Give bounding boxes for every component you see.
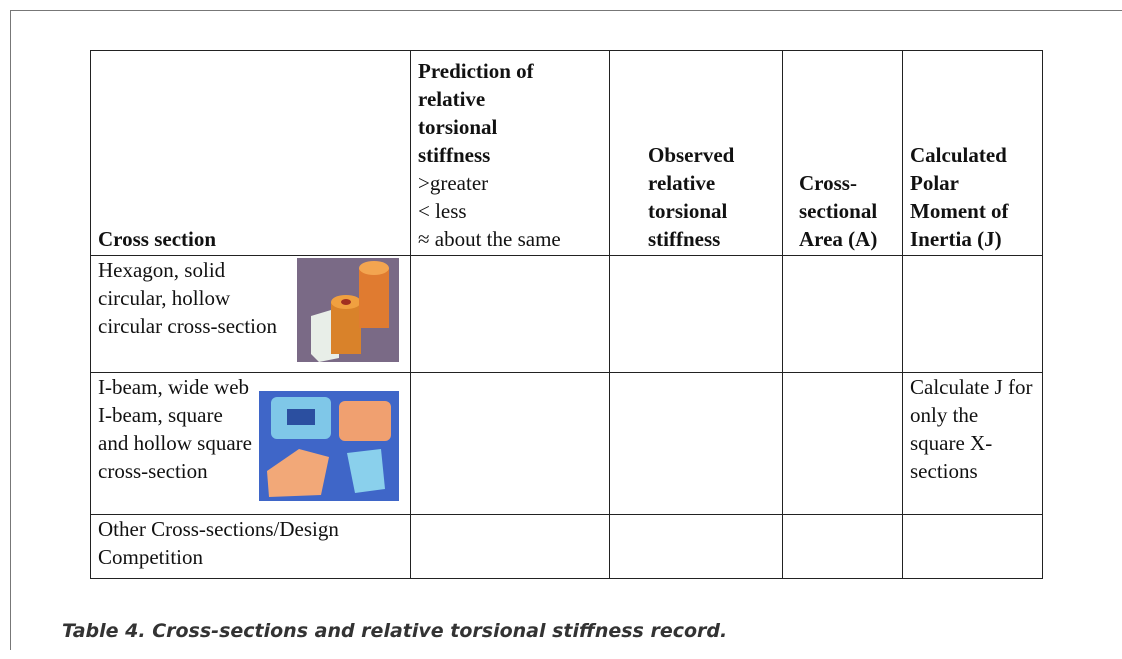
cell: Other Cross-sections/Design Competition xyxy=(90,514,411,579)
cell: Calculate J for only the square X-sectio… xyxy=(902,372,1043,515)
row: I-beam, wide web I-beam, square and holl… xyxy=(90,372,1043,515)
cell-text: I-beam, wide web I-beam, square and holl… xyxy=(98,375,252,483)
cell: I-beam, wide web I-beam, square and holl… xyxy=(90,372,411,515)
photo xyxy=(297,258,399,362)
cell xyxy=(609,372,783,515)
cell xyxy=(609,514,783,579)
frame-border xyxy=(10,10,11,650)
stiffness-table: Cross section Prediction of relative tor… xyxy=(90,50,1043,579)
cell-text: Calculate J for only the square X-sectio… xyxy=(910,375,1033,483)
header-cell: Cross-sectional Area (A) xyxy=(782,50,903,256)
cell-text: Hexagon, solid circular, hollow circular… xyxy=(98,258,278,338)
cell xyxy=(782,514,903,579)
cell-text: Other Cross-sections/Design Competition xyxy=(98,517,339,569)
frame-border xyxy=(10,10,1122,11)
header-text: Cross-sectional Area (A) xyxy=(799,171,878,251)
key-text: ≈ about the same xyxy=(418,227,561,251)
cell xyxy=(782,255,903,373)
cell xyxy=(410,514,610,579)
header-cell: Calculated Polar Moment of Inertia (J) xyxy=(902,50,1043,256)
cell xyxy=(609,255,783,373)
header-text: Prediction of relative torsional stiffne… xyxy=(418,59,534,167)
header-text: Cross section xyxy=(98,227,217,251)
header-cell: Cross section xyxy=(90,50,411,256)
cell xyxy=(410,372,610,515)
cell xyxy=(902,514,1043,579)
cell xyxy=(410,255,610,373)
row: Hexagon, solid circular, hollow circular… xyxy=(90,255,1043,373)
header-text: Observed relative torsional stiffness xyxy=(648,143,735,251)
key-text: >greater xyxy=(418,171,489,195)
header-text: Calculated Polar Moment of Inertia (J) xyxy=(910,143,1009,251)
key-text: < less xyxy=(418,199,467,223)
cell xyxy=(902,255,1043,373)
header-cell: Observed relative torsional stiffness xyxy=(609,50,783,256)
cell: Hexagon, solid circular, hollow circular… xyxy=(90,255,411,373)
row: Other Cross-sections/Design Competition xyxy=(90,514,1043,579)
cell xyxy=(782,372,903,515)
header-row: Cross section Prediction of relative tor… xyxy=(90,50,1043,256)
photo xyxy=(259,391,399,501)
caption: Table 4. Cross-sections and relative tor… xyxy=(62,620,728,642)
header-cell: Prediction of relative torsional stiffne… xyxy=(410,50,610,256)
